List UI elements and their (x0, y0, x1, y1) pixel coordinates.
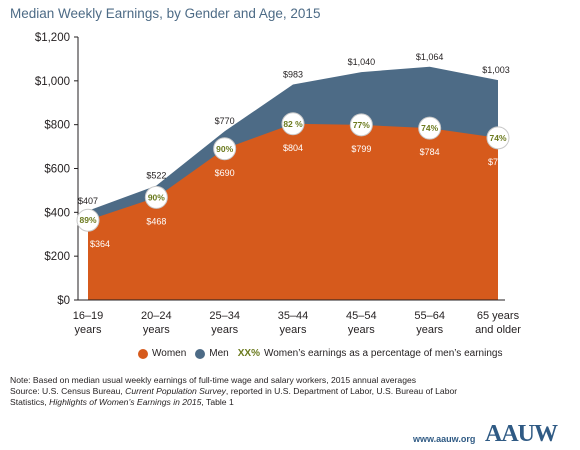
x-tick-label: 65 years (477, 310, 520, 322)
men-data-label: $770 (215, 116, 235, 126)
legend: Women Men XX% Women’s earnings as a perc… (138, 348, 511, 359)
y-tick-label: $600 (44, 164, 70, 176)
x-tick-label-line2: years (211, 324, 238, 336)
women-data-label: $799 (351, 144, 371, 154)
men-data-label: $1,003 (482, 65, 510, 75)
x-tick-label: 16–19 (73, 310, 104, 322)
women-swatch (138, 348, 148, 359)
source-note: Note: Based on median usual weekly earni… (10, 375, 530, 408)
x-tick-label-line2: years (348, 324, 375, 336)
women-area (88, 123, 498, 300)
note-line-3: Statistics, Highlights of Women’s Earnin… (10, 397, 530, 408)
note-line-3-italic: Highlights of Women’s Earnings in 2015 (49, 397, 202, 407)
area-chart: $0 $200 $400 $600 $800 $1,000 $1,200 16–19 years… (35, 32, 521, 336)
legend-label-men: Men (209, 348, 229, 359)
men-data-label: $1,040 (348, 57, 376, 67)
y-tick-label: $1,000 (35, 76, 70, 88)
note-line-2-italic: Current Population Survey (125, 386, 226, 396)
percentage-label: 90% (216, 144, 233, 154)
note-line-2-prefix: Source: U.S. Census Bureau, (10, 386, 123, 396)
x-tick-label: 25–34 (209, 310, 240, 322)
note-line-2-suffix: , reported in U.S. Department of Labor, … (225, 386, 458, 396)
men-data-label: $407 (78, 196, 98, 206)
women-data-label: $468 (146, 216, 166, 226)
women-data-label: $804 (283, 143, 303, 153)
x-tick-label: 20–24 (141, 310, 172, 322)
y-tick-label: $0 (57, 295, 70, 307)
legend-pct-key: XX% (237, 348, 260, 359)
x-tick-label: 55–64 (414, 310, 445, 322)
percentage-label: 82 % (283, 119, 303, 129)
note-line-1: Note: Based on median usual weekly earni… (10, 375, 417, 385)
men-data-label: $522 (146, 171, 166, 181)
legend-item-men: Men (195, 348, 229, 359)
percentage-circle (144, 185, 168, 209)
legend-item-percentage: XX% Women’s earnings as a percentage of … (238, 348, 503, 359)
percentage-label: 89% (79, 215, 96, 225)
legend-item-women: Women (138, 348, 186, 359)
x-tick-label-line2: and older (475, 324, 521, 336)
percentage-circle (281, 112, 305, 136)
men-data-label: $983 (283, 70, 303, 80)
percentage-circle (76, 208, 100, 232)
legend-pct-text: Women’s earnings as a percentage of men’… (263, 348, 503, 359)
women-data-label: $364 (90, 239, 110, 249)
percentage-circle (418, 116, 442, 140)
x-tick-label-line2: years (280, 324, 307, 336)
percentage-circle (213, 137, 237, 161)
women-data-label: $740 (488, 157, 508, 167)
y-tick-label: $800 (44, 120, 70, 132)
percentage-label: 90% (148, 192, 165, 202)
percentage-label: 74% (489, 133, 506, 143)
x-tick-label: 35–44 (278, 310, 309, 322)
percentage-label: 77% (353, 120, 370, 130)
aauw-logo: AAUW (485, 421, 558, 447)
website-link[interactable]: www.aauw.org (413, 434, 476, 444)
men-data-label: $1,064 (416, 52, 444, 62)
x-tick-label-line2: years (416, 324, 443, 336)
note-line-3-suffix: , Table 1 (201, 397, 234, 407)
y-tick-label: $1,200 (35, 32, 70, 44)
women-data-label: $690 (215, 168, 235, 178)
percentage-label: 74% (421, 123, 438, 133)
note-line-2: Source: U.S. Census Bureau, Current Popu… (10, 386, 530, 397)
chart-title: Median Weekly Earnings, by Gender and Ag… (10, 6, 321, 21)
x-tick-label-line2: years (75, 324, 102, 336)
note-line-3-prefix: Statistics, (10, 397, 47, 407)
x-tick-label: 45–54 (346, 310, 377, 322)
x-tick-label-line2: years (143, 324, 170, 336)
y-tick-label: $400 (44, 207, 70, 219)
y-tick-label: $200 (44, 251, 70, 263)
men-swatch (195, 348, 206, 359)
legend-label-women: Women (152, 348, 187, 359)
percentage-circle (349, 113, 373, 137)
women-data-label: $784 (420, 147, 440, 157)
percentage-circle (486, 126, 510, 150)
